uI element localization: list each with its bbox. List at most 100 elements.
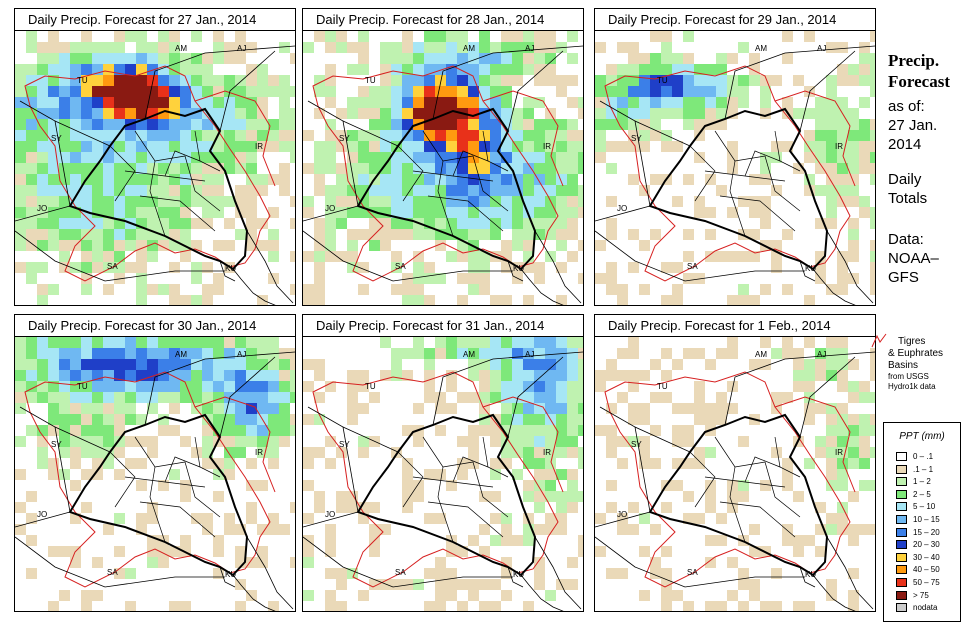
precip-cell — [413, 53, 424, 64]
precip-cell — [457, 163, 468, 174]
precip-cell — [479, 601, 490, 611]
precip-cell — [793, 491, 804, 502]
precip-cell — [391, 163, 402, 174]
precip-cell — [136, 152, 147, 163]
precip-cell — [826, 108, 837, 119]
precip-cell — [136, 524, 147, 535]
precip-cell — [15, 392, 26, 403]
precip-cell — [268, 601, 279, 611]
precip-cell — [358, 108, 369, 119]
precip-cell — [628, 130, 639, 141]
precip-cell — [224, 370, 235, 381]
precip-cell — [347, 414, 358, 425]
precip-cell — [413, 42, 424, 53]
precip-cell — [468, 119, 479, 130]
precip-cell — [848, 590, 859, 601]
precip-cell — [81, 86, 92, 97]
precip-cell — [70, 458, 81, 469]
precip-cell — [534, 97, 545, 108]
precip-cell — [804, 152, 815, 163]
precip-cell — [578, 370, 583, 381]
precip-cell — [92, 403, 103, 414]
precip-cell — [92, 97, 103, 108]
precip-cell — [446, 381, 457, 392]
precip-cell — [435, 568, 446, 579]
precip-cell — [870, 141, 875, 152]
precip-cell — [738, 491, 749, 502]
precip-cell — [37, 218, 48, 229]
precip-cell — [202, 348, 213, 359]
precip-cell — [826, 480, 837, 491]
precip-cell — [26, 152, 37, 163]
precip-cell — [15, 64, 26, 75]
precip-cell — [413, 130, 424, 141]
precip-cell — [268, 119, 279, 130]
precip-cell — [826, 425, 837, 436]
precip-cell — [37, 130, 48, 141]
precip-cell — [567, 557, 578, 568]
precip-cell — [92, 458, 103, 469]
precip-cell — [435, 119, 446, 130]
precip-cell — [391, 196, 402, 207]
precip-cell — [683, 229, 694, 240]
precip-cell — [749, 590, 760, 601]
precip-cell — [246, 458, 257, 469]
precip-cell — [37, 348, 48, 359]
precip-cell — [391, 207, 402, 218]
precip-cell — [413, 207, 424, 218]
panel-title: Daily Precip. Forecast for 30 Jan., 2014 — [15, 315, 295, 337]
precip-cell — [490, 207, 501, 218]
precip-cell — [290, 370, 295, 381]
precip-cell — [628, 86, 639, 97]
precip-cell — [771, 568, 782, 579]
precip-cell — [358, 185, 369, 196]
precip-cell — [661, 601, 672, 611]
precip-cell — [606, 108, 617, 119]
precip-cell — [617, 392, 628, 403]
precip-cell — [545, 524, 556, 535]
precip-cell — [716, 601, 727, 611]
precip-cell — [158, 119, 169, 130]
precip-cell — [70, 174, 81, 185]
precip-cell — [848, 414, 859, 425]
precip-cell — [435, 348, 446, 359]
precip-cell — [578, 348, 583, 359]
precip-cell — [103, 108, 114, 119]
precip-cell — [347, 568, 358, 579]
precip-cell — [859, 75, 870, 86]
precip-cell — [180, 218, 191, 229]
precip-cell — [169, 86, 180, 97]
precip-cell — [545, 458, 556, 469]
precip-cell — [358, 284, 369, 295]
ppt-legend-label: 30 – 40 — [913, 552, 940, 562]
precip-cell — [103, 64, 114, 75]
precip-cell — [468, 337, 479, 348]
precip-cell — [661, 108, 672, 119]
precip-cell — [15, 381, 26, 392]
precip-cell — [358, 97, 369, 108]
precip-cell — [501, 337, 512, 348]
precip-cell — [92, 207, 103, 218]
precip-cell — [268, 75, 279, 86]
precip-cell — [826, 174, 837, 185]
precip-cell — [694, 458, 705, 469]
precip-cell — [180, 295, 191, 305]
precip-cell — [727, 337, 738, 348]
precip-cell — [358, 502, 369, 513]
precip-cell — [468, 196, 479, 207]
precip-cell — [169, 546, 180, 557]
precip-cell — [81, 273, 92, 284]
precip-cell — [103, 42, 114, 53]
precip-cell — [870, 392, 875, 403]
precip-cell — [545, 229, 556, 240]
precip-cell — [545, 53, 556, 64]
precip-cell — [380, 152, 391, 163]
precip-cell — [815, 251, 826, 262]
precip-cell — [435, 579, 446, 590]
precip-cell — [705, 97, 716, 108]
precip-cell — [567, 141, 578, 152]
precip-cell — [468, 359, 479, 370]
precip-cell — [358, 229, 369, 240]
precip-cell — [290, 381, 295, 392]
precip-cell — [114, 64, 125, 75]
